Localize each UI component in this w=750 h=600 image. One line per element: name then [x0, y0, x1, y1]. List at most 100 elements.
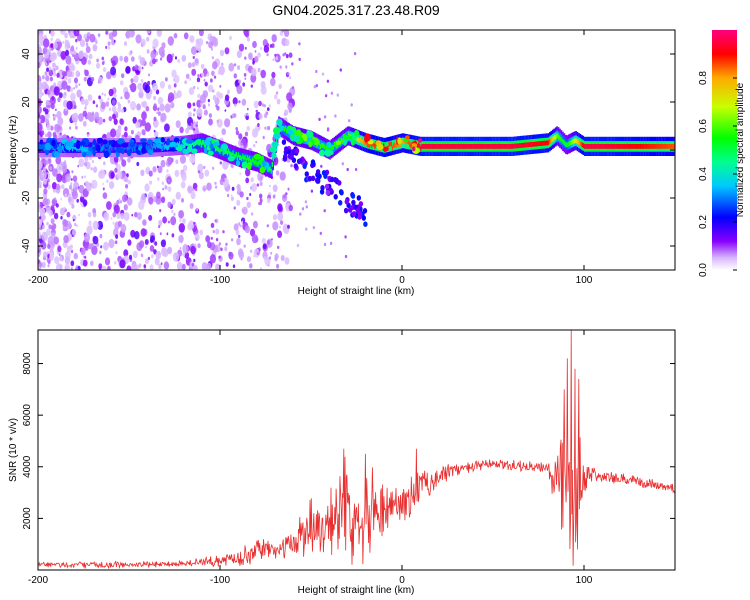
- spectrogram-ridge-core: [358, 137, 360, 143]
- spectrogram-ridge-core: [503, 144, 505, 149]
- spectrogram-ridge-core: [167, 144, 170, 150]
- spectrogram-noise-cell: [120, 212, 125, 220]
- spectrogram-noise-cell: [123, 175, 128, 183]
- spectrogram-noise-cell: [73, 252, 79, 260]
- spectrogram-ridge-core: [402, 139, 404, 145]
- spectrogram-noise-cell: [193, 221, 196, 225]
- spectrogram-noise-cell: [287, 224, 290, 229]
- spectrogram-ridge-core: [214, 146, 217, 152]
- spectrogram-noise-cell: [170, 216, 177, 226]
- spectrogram-noise-cell: [112, 113, 116, 120]
- spectrogram-noise-cell: [312, 226, 316, 230]
- spectrogram-noise-cell: [92, 220, 99, 231]
- spectrogram-noise-cell: [38, 244, 41, 253]
- spectrogram-ridge-core: [183, 143, 185, 149]
- spectrogram-noise-cell: [66, 100, 73, 110]
- spectrogram-noise-cell: [287, 187, 290, 191]
- spectrogram-ridge-core: [187, 142, 189, 148]
- spectrogram-noise-cell: [128, 51, 132, 56]
- spectrogram-noise-cell: [56, 72, 60, 78]
- spectrogram-ridge-core: [200, 142, 202, 148]
- spectrogram-noise-cell: [266, 197, 271, 204]
- spectrogram-ridge-core: [644, 144, 646, 149]
- spectrogram-noise-cell: [39, 216, 42, 220]
- spectrogram-noise-cell: [274, 94, 278, 100]
- spectrogram-noise-cell: [250, 84, 253, 88]
- spectrogram-noise-cell: [148, 196, 154, 205]
- spectrogram-ridge-core: [598, 144, 600, 149]
- spectrogram-ridge-core: [390, 141, 392, 147]
- spectrogram-noise-cell: [321, 72, 325, 76]
- spectrogram-noise-cell: [62, 187, 70, 198]
- spectrogram-noise-cell: [237, 222, 240, 226]
- spectrogram-noise-cell: [193, 258, 196, 263]
- spectrogram-ridge-core: [222, 150, 224, 156]
- spectrogram-noise-cell: [38, 175, 41, 182]
- spectrogram-noise-cell: [39, 235, 42, 239]
- spectrogram-noise-cell: [44, 108, 49, 115]
- spectrogram-noise-cell: [64, 101, 66, 105]
- spectrogram-noise-cell: [63, 75, 68, 81]
- spectrogram-noise-cell: [203, 78, 206, 82]
- spectrogram-ridge-core: [520, 143, 522, 148]
- spectrogram-noise-cell: [277, 230, 283, 238]
- spectrogram-ridge-core: [544, 140, 546, 146]
- spectrogram-ridge-blob: [96, 137, 104, 144]
- spectrogram-ridge-core: [549, 139, 551, 144]
- spectrogram-ridge-core: [627, 144, 629, 149]
- spectrogram-ridge-core: [575, 138, 577, 143]
- spectrogram-noise-cell: [51, 96, 55, 101]
- spectrogram-ridge-core: [551, 137, 553, 143]
- spectrogram-noise-cell: [159, 209, 162, 213]
- spectrogram-noise-cell: [45, 99, 50, 106]
- spectrogram-noise-cell: [330, 91, 334, 95]
- spectrogram-ridge-core: [218, 147, 220, 153]
- spectrogram-noise-cell: [103, 241, 109, 251]
- spectrogram-noise-cell: [38, 83, 43, 92]
- spectrogram-ridge-blob: [166, 138, 171, 146]
- spectrogram-noise-cell: [167, 179, 170, 183]
- spectrogram-ridge-core: [163, 145, 165, 150]
- spectrogram-noise-cell: [88, 53, 93, 60]
- spectrogram-noise-cell: [173, 78, 175, 82]
- spectrogram-ridge-core: [371, 143, 373, 149]
- spectrogram-noise-cell: [121, 108, 124, 113]
- spectrogram-noise-cell: [249, 193, 252, 196]
- spectrogram-noise-cell: [220, 247, 223, 252]
- spectrogram-noise-cell: [304, 200, 308, 204]
- spectrogram-ridge-blob: [291, 134, 295, 140]
- spectrogram-ridge-core: [455, 144, 457, 149]
- spectrogram-noise-cell: [166, 156, 173, 166]
- spectrogram-noise-cell: [277, 203, 283, 212]
- spectrogram-noise-cell: [190, 191, 196, 200]
- spectrogram-noise-cell: [222, 178, 225, 182]
- spectrogram-noise-cell: [182, 252, 186, 257]
- spectrogram-ridge-core: [237, 152, 240, 158]
- spectrogram-noise-cell: [110, 66, 117, 76]
- spectrogram-ridge-core: [474, 144, 477, 149]
- spectrogram-noise-cell: [38, 89, 43, 99]
- spectrogram-noise-cell: [173, 212, 176, 216]
- spectrogram-ridge-core: [368, 143, 371, 149]
- spectrogram-ridge-blob: [324, 149, 332, 157]
- spectrogram-noise-cell: [206, 182, 212, 191]
- spectrogram-noise-cell: [38, 261, 43, 268]
- spectrogram-noise-cell: [103, 161, 106, 166]
- spectrogram-ridge-core: [584, 144, 586, 149]
- spectrogram-noise-cell: [329, 241, 333, 245]
- spectrogram-noise-cell: [123, 131, 128, 138]
- spectrogram-ridge-blob: [196, 139, 202, 145]
- spectrogram-ridge-blob: [92, 138, 97, 146]
- spectrogram-ridge-core: [447, 144, 449, 149]
- spectrogram-streak-cell: [319, 189, 325, 195]
- spectrogram-noise-cell: [112, 211, 117, 218]
- spectrogram-noise-cell: [334, 114, 337, 118]
- spectrogram-ridge-core: [331, 145, 333, 150]
- spectrogram-ridge-core: [416, 143, 419, 149]
- spectrogram-noise-cell: [187, 62, 192, 69]
- colorbar-tick-label: 0.4: [698, 167, 709, 181]
- spectrogram-ridge-blob: [318, 149, 326, 157]
- spectrogram-ridge-core: [606, 144, 609, 149]
- spectrogram-streak-cell: [298, 158, 303, 164]
